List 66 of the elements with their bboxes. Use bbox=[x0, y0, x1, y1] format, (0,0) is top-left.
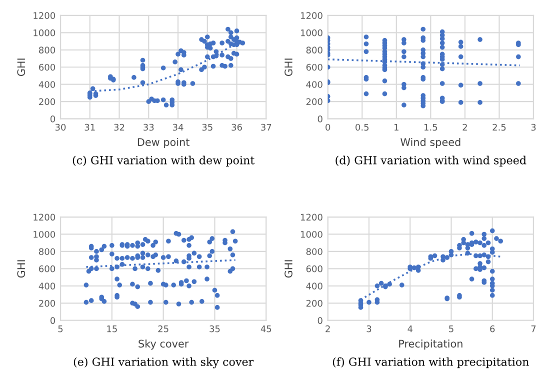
x-tick-label: 6 bbox=[490, 325, 495, 332]
y-axis-title: GHI bbox=[17, 260, 26, 278]
y-axis-title: GHI bbox=[284, 260, 292, 278]
x-tick-label: 3 bbox=[366, 325, 372, 332]
x-tick-label: 15 bbox=[107, 326, 117, 332]
x-tick-label: 2 bbox=[326, 325, 330, 332]
y-tick-label: 600 bbox=[39, 64, 56, 71]
y-tick-label: 0 bbox=[50, 116, 56, 122]
y-tick-label: 1200 bbox=[34, 214, 56, 221]
x-tick-label: 25 bbox=[158, 325, 168, 332]
x-tick-label: 37 bbox=[261, 124, 272, 131]
x-tick-label: 34 bbox=[172, 124, 184, 131]
x-tick-label: 0 bbox=[326, 124, 330, 131]
y-tick-label: 800 bbox=[39, 46, 56, 54]
text: (e) GHI variation with sky cover bbox=[74, 357, 254, 368]
x-axis-title: Dew point bbox=[138, 138, 190, 148]
y-tick-label: 0 bbox=[50, 317, 56, 324]
x-tick-label: 32 bbox=[114, 124, 124, 131]
y-tick-label: 800 bbox=[306, 248, 322, 256]
x-tick-label: 35 bbox=[202, 124, 212, 131]
y-tick-label: 600 bbox=[306, 64, 322, 71]
x-tick-label: 0.5 bbox=[356, 124, 369, 131]
x-tick-label: 2 bbox=[462, 124, 467, 131]
y-tick-label: 200 bbox=[39, 98, 56, 106]
x-tick-label: 31 bbox=[84, 124, 95, 131]
x-tick-label: 45 bbox=[260, 326, 272, 332]
y-tick-label: 200 bbox=[39, 300, 56, 307]
y-tick-label: 800 bbox=[39, 248, 56, 256]
x-tick-label: 7 bbox=[531, 326, 536, 332]
x-tick-label: 30 bbox=[55, 124, 66, 131]
y-tick-label: 0 bbox=[318, 116, 322, 122]
y-tick-label: 600 bbox=[39, 265, 56, 272]
y-tick-label: 800 bbox=[306, 46, 322, 54]
text: (c) GHI variation with dew point bbox=[72, 156, 255, 167]
x-axis-title: Sky cover bbox=[138, 340, 189, 350]
y-axis-title: GHI bbox=[284, 58, 292, 76]
text: (f) GHI variation with precipitation bbox=[332, 357, 529, 368]
y-tick-label: 0 bbox=[318, 317, 322, 324]
y-tick-label: 400 bbox=[38, 81, 56, 88]
y-tick-label: 200 bbox=[306, 300, 322, 307]
x-tick-label: 3 bbox=[531, 124, 536, 131]
x-tick-label: 36 bbox=[232, 124, 242, 131]
y-tick-label: 1200 bbox=[301, 214, 322, 221]
y-tick-label: 1200 bbox=[301, 12, 322, 19]
y-axis-title: GHI bbox=[17, 58, 26, 76]
y-tick-label: 1200 bbox=[34, 12, 56, 19]
x-tick-label: 1 bbox=[394, 124, 398, 131]
y-tick-label: 400 bbox=[38, 282, 56, 290]
y-tick-label: 1000 bbox=[301, 230, 322, 238]
y-tick-label: 600 bbox=[306, 265, 322, 272]
x-tick-label: 1.5 bbox=[424, 124, 438, 131]
y-tick-label: 1000 bbox=[34, 230, 56, 238]
x-axis-title: Precipitation bbox=[399, 340, 462, 350]
x-tick-label: 4 bbox=[408, 326, 412, 332]
x-axis-title: Wind speed bbox=[400, 138, 460, 148]
y-tick-label: 400 bbox=[306, 81, 322, 88]
x-tick-label: 33 bbox=[144, 124, 154, 131]
y-tick-label: 200 bbox=[306, 98, 322, 106]
text: (d) GHI variation with wind speed bbox=[336, 156, 526, 167]
x-tick-label: 2.5 bbox=[492, 124, 506, 131]
y-tick-label: 1000 bbox=[301, 29, 322, 36]
x-tick-label: 5 bbox=[449, 326, 454, 332]
x-tick-label: 35 bbox=[210, 325, 220, 332]
y-tick-label: 1000 bbox=[34, 29, 56, 36]
y-tick-label: 400 bbox=[306, 282, 322, 290]
x-tick-label: 5 bbox=[58, 326, 63, 332]
